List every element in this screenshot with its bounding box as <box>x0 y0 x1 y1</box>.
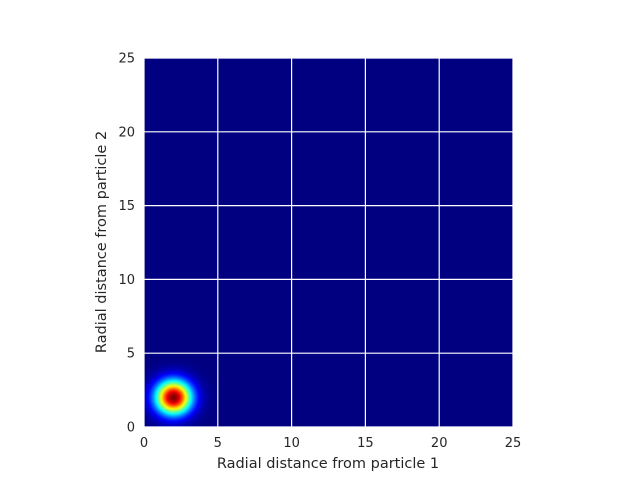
y-tick-label: 20 <box>118 125 135 140</box>
y-axis-label: Radial distance from particle 2 <box>94 131 110 353</box>
x-axis-label: Radial distance from particle 1 <box>217 456 439 472</box>
y-tick-label: 5 <box>127 347 135 362</box>
y-tick-label: 0 <box>127 421 135 436</box>
x-tick-label: 15 <box>357 436 374 451</box>
y-tick-label: 25 <box>118 52 135 67</box>
x-tick-label: 5 <box>214 436 222 451</box>
y-tick-label: 10 <box>118 273 135 288</box>
heatmap-image <box>144 58 513 427</box>
y-axis-ticks: 0 5 10 15 20 25 <box>118 52 135 436</box>
x-tick-label: 25 <box>505 436 522 451</box>
x-axis-ticks: 0 5 10 15 20 25 <box>140 436 521 451</box>
x-tick-label: 10 <box>283 436 300 451</box>
y-tick-label: 15 <box>118 199 135 214</box>
grid-lines <box>144 58 513 427</box>
x-tick-label: 0 <box>140 436 148 451</box>
x-tick-label: 20 <box>431 436 448 451</box>
plot-area <box>144 58 513 427</box>
